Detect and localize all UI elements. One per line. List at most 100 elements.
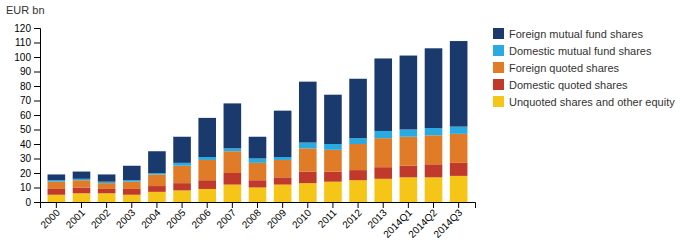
bar-segment xyxy=(224,148,242,151)
bar-segment xyxy=(425,177,443,202)
bar-segment xyxy=(374,58,392,131)
y-tick-mark xyxy=(34,28,40,29)
y-tick-mark xyxy=(34,130,40,131)
x-tick-label: 2001 xyxy=(64,207,88,231)
x-tick: 2007 xyxy=(215,202,239,230)
bar-segment xyxy=(324,172,342,182)
x-tick: 2006 xyxy=(189,202,213,230)
x-tick: 2008 xyxy=(240,202,264,230)
y-axis-line xyxy=(34,29,41,203)
y-tick-mark xyxy=(34,115,40,116)
bar-segment xyxy=(198,180,216,189)
bar-segment xyxy=(98,182,116,183)
legend-swatch xyxy=(493,62,504,73)
y-tick-mark xyxy=(34,86,40,87)
bar-segment xyxy=(148,151,166,173)
legend-swatch xyxy=(493,79,504,90)
legend-swatch xyxy=(493,96,504,107)
chart-container: 0102030405060708090100110120200020012002… xyxy=(0,0,700,250)
bar-segment xyxy=(324,95,342,144)
legend-item: Foreign quoted shares xyxy=(493,62,620,74)
y-tick-mark xyxy=(34,43,40,44)
bar-segment xyxy=(374,138,392,167)
x-tick-mark xyxy=(307,202,308,208)
y-tick: 90 xyxy=(20,66,40,77)
bar-segment xyxy=(173,163,191,166)
bar-segment xyxy=(450,41,468,127)
y-tick: 0 xyxy=(25,197,40,208)
legend-item: Foreign mutual fund shares xyxy=(493,28,643,40)
bar-segment xyxy=(224,185,242,202)
bar-segment xyxy=(425,48,443,128)
bar-segment xyxy=(349,79,367,138)
x-tick: 2000 xyxy=(38,202,62,230)
bar-segment xyxy=(299,82,317,143)
x-tick-label: 2006 xyxy=(189,207,213,231)
bar-segment xyxy=(274,177,292,184)
x-axis-line xyxy=(41,203,476,209)
y-tick-mark xyxy=(34,173,40,174)
chart: 0102030405060708090100110120200020012002… xyxy=(0,0,700,250)
bar-segment xyxy=(450,176,468,202)
bar-segment xyxy=(73,172,91,179)
x-tick: 2002 xyxy=(89,202,113,230)
x-tick-mark xyxy=(383,202,384,208)
bar-segment xyxy=(198,118,216,157)
bar-segment xyxy=(425,164,443,177)
bar-segment xyxy=(73,179,91,180)
bar-segment xyxy=(148,192,166,202)
y-axis: 0102030405060708090100110120 xyxy=(14,23,40,208)
y-tick: 10 xyxy=(20,182,40,193)
x-tick: 2009 xyxy=(265,202,289,230)
bar-segment xyxy=(249,188,267,203)
x-tick-mark xyxy=(332,202,333,208)
y-tick: 20 xyxy=(20,168,40,179)
bar-segment xyxy=(349,144,367,170)
x-tick-label: 2011 xyxy=(316,207,339,230)
y-tick: 50 xyxy=(20,124,40,135)
bar-segment xyxy=(98,183,116,189)
bar-segment xyxy=(299,172,317,184)
bar-segment xyxy=(123,182,141,189)
y-axis-label: EUR bn xyxy=(6,4,45,16)
y-tick-label: 60 xyxy=(20,110,32,121)
bar-segment xyxy=(400,130,418,137)
bar-segment xyxy=(324,144,342,150)
bar-segment xyxy=(73,193,91,202)
bar-segment xyxy=(349,180,367,202)
y-tick: 40 xyxy=(20,139,40,150)
series xyxy=(48,41,468,182)
series xyxy=(48,134,468,189)
legend: Foreign mutual fund sharesDomestic mutua… xyxy=(493,28,675,108)
bar-segment xyxy=(299,148,317,171)
bar-segment xyxy=(173,183,191,190)
x-tick-label: 2009 xyxy=(265,207,289,231)
bar-segment xyxy=(249,159,267,163)
bar-segment xyxy=(274,160,292,177)
bar-segment xyxy=(123,166,141,181)
y-tick-label: 80 xyxy=(20,81,32,92)
y-tick: 30 xyxy=(20,153,40,164)
y-tick: 70 xyxy=(20,95,40,106)
bar-segment xyxy=(198,157,216,160)
legend-item: Unquoted shares and other equity xyxy=(493,96,675,108)
x-tick-mark xyxy=(56,202,57,208)
legend-swatch xyxy=(493,45,504,56)
bar-segment xyxy=(73,180,91,187)
y-tick-mark xyxy=(34,188,40,189)
bar-segment xyxy=(349,170,367,180)
x-tick-mark xyxy=(408,202,409,208)
legend-label: Foreign quoted shares xyxy=(509,62,620,74)
bar-segment xyxy=(299,143,317,149)
bar-segment xyxy=(48,174,66,180)
y-tick: 110 xyxy=(15,37,40,48)
y-tick-mark xyxy=(34,202,40,203)
y-tick-mark xyxy=(34,159,40,160)
bar-segment xyxy=(173,166,191,183)
y-tick: 120 xyxy=(14,23,40,34)
x-tick-label: 2004 xyxy=(139,207,163,231)
y-tick: 60 xyxy=(20,110,40,121)
x-tick-label: 2010 xyxy=(290,207,314,231)
bars xyxy=(48,41,468,202)
bar-segment xyxy=(98,193,116,202)
